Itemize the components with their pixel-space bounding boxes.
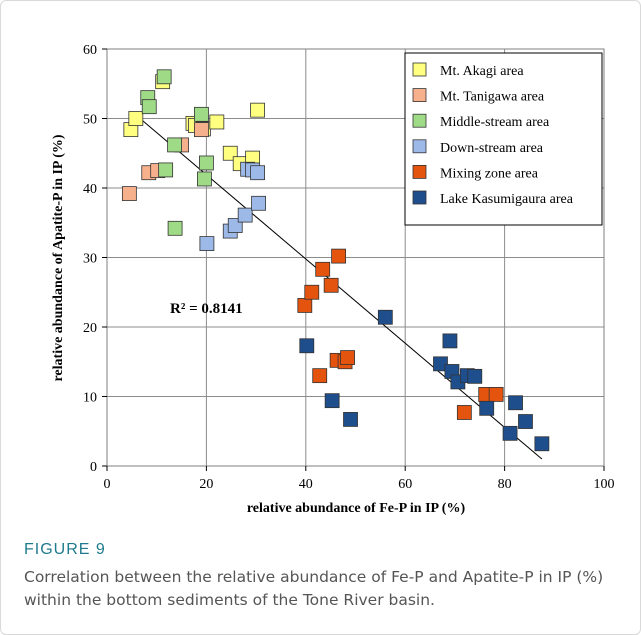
data-point-series-3 — [158, 162, 174, 178]
data-point-series-6 — [467, 368, 483, 384]
data-point-series-6 — [442, 333, 458, 349]
legend-swatch — [412, 113, 427, 128]
data-point-series-6 — [343, 412, 358, 427]
data-point-series-5 — [312, 368, 328, 384]
data-point-series-6 — [377, 309, 393, 325]
data-point-series-2 — [121, 186, 137, 201]
figure-caption: Correlation between the relative abundan… — [24, 568, 604, 609]
data-point-series-6 — [518, 414, 533, 429]
data-point-series-2 — [194, 122, 209, 138]
legend-entry: Mt. Tanigawa area — [440, 90, 545, 105]
x-tick-label: 80 — [498, 477, 512, 492]
y-tick-label: 60 — [83, 43, 97, 58]
data-point-series-5 — [456, 405, 472, 420]
x-tick-label: 40 — [299, 477, 313, 492]
legend-swatch — [412, 164, 427, 179]
data-point-series-6 — [502, 425, 518, 441]
data-point-series-3 — [156, 69, 172, 85]
legend-swatch — [412, 139, 427, 154]
data-point-series-3 — [141, 99, 157, 115]
y-tick-label: 20 — [83, 321, 97, 336]
y-axis-label: relative abundance of Apatite-P in IP (%… — [51, 134, 66, 381]
legend-entry: Down-stream area — [440, 141, 544, 156]
data-point-series-4 — [250, 165, 265, 181]
data-point-series-6 — [508, 395, 523, 411]
r-squared-annotation: R² = 0.8141 — [170, 301, 243, 317]
data-point-series-6 — [479, 400, 495, 416]
y-tick-label: 50 — [83, 113, 97, 128]
data-point-series-5 — [315, 261, 331, 277]
data-point-series-6 — [433, 356, 448, 372]
x-tick-label: 60 — [398, 477, 412, 492]
x-tick-label: 0 — [104, 477, 111, 492]
data-point-series-1 — [209, 114, 225, 130]
legend-entry: Mixing zone area — [440, 166, 539, 181]
data-point-series-3 — [167, 220, 183, 236]
data-point-series-5 — [297, 298, 313, 313]
legend-swatch — [412, 88, 427, 102]
data-point-series-5 — [488, 387, 504, 402]
legend-entry: Lake Kasumigaura area — [440, 192, 574, 207]
data-point-series-4 — [199, 236, 215, 252]
data-point-series-3 — [167, 137, 182, 153]
x-tick-label: 100 — [594, 477, 615, 492]
x-axis-label: relative abundance of Fe-P in IP (%) — [247, 501, 466, 516]
data-point-series-5 — [323, 277, 339, 293]
y-tick-label: 10 — [83, 391, 97, 406]
scatter-chart: 0 20 40 60 80 100 0 10 20 30 40 50 60 relative abun… — [51, 43, 615, 516]
legend-swatch — [412, 62, 427, 77]
data-point-series-3 — [198, 155, 214, 171]
data-point-series-6 — [534, 436, 550, 452]
y-tick-label: 30 — [83, 252, 97, 267]
data-point-series-6 — [324, 393, 340, 409]
data-point-series-6 — [299, 338, 315, 354]
legend-swatch — [412, 190, 427, 205]
data-point-series-5 — [340, 350, 355, 365]
data-point-series-5 — [331, 248, 347, 264]
data-point-series-1 — [250, 102, 265, 118]
data-points — [121, 69, 550, 452]
y-tick-label: 40 — [83, 182, 97, 197]
y-axis-ticks: 0 10 20 30 40 50 60 — [83, 43, 107, 475]
data-point-series-1 — [128, 111, 144, 126]
figure-label: FIGURE 9 — [24, 541, 106, 558]
data-point-series-3 — [194, 106, 209, 122]
legend: Mt. Akagi area Mt. Tanigawa area Middle-st… — [404, 52, 603, 226]
data-point-series-3 — [197, 171, 212, 187]
x-tick-label: 20 — [199, 477, 213, 492]
legend-box — [404, 52, 603, 226]
data-point-series-5 — [304, 284, 320, 300]
data-point-series-4 — [237, 207, 253, 223]
legend-entry: Mt. Akagi area — [440, 64, 524, 79]
y-tick-label: 0 — [90, 460, 97, 475]
x-axis-ticks: 0 20 40 60 80 100 — [104, 466, 615, 492]
legend-entry: Middle-stream area — [440, 115, 550, 130]
data-point-series-4 — [251, 195, 266, 211]
